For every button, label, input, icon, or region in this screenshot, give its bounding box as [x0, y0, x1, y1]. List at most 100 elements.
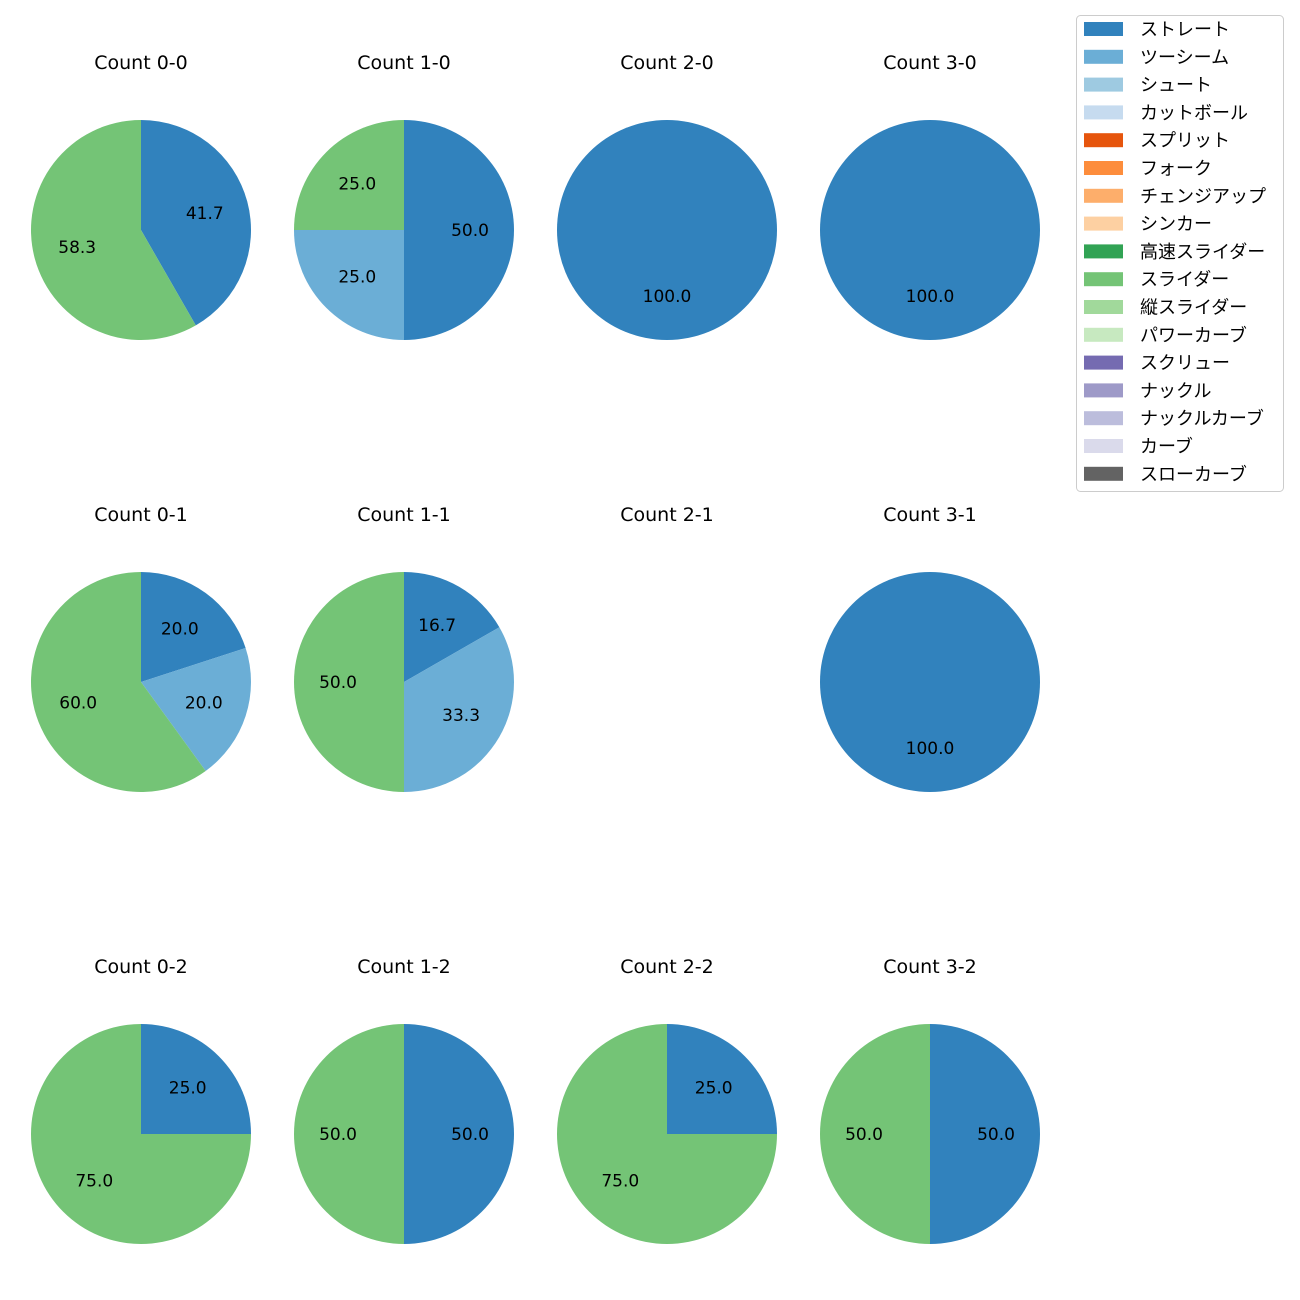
- pie-slice: [404, 120, 514, 340]
- pie-slice: [31, 1024, 251, 1244]
- pie-slice-label: 25.0: [695, 1078, 733, 1098]
- legend-swatch: [1084, 466, 1123, 481]
- pie-slice-label: 100.0: [906, 739, 955, 759]
- legend-swatch: [1084, 22, 1123, 36]
- pie-slice-label: 100.0: [906, 287, 955, 307]
- pie-slice: [557, 120, 777, 340]
- pie-panel: Count 3-2 50.0 50.0: [820, 956, 1040, 1244]
- pie-slice-label: 20.0: [185, 693, 223, 713]
- pie-title: Count 1-1: [357, 504, 451, 526]
- pie-slice-label: 25.0: [169, 1078, 207, 1098]
- legend-label: 縦スライダー: [1140, 298, 1247, 319]
- pie-slice: [820, 120, 1040, 340]
- legend-label: 高速スライダー: [1140, 242, 1265, 263]
- legend-frame: [1076, 15, 1284, 492]
- pie-slice: [294, 120, 404, 230]
- pie-panel: Count 2-2 25.0 75.0: [557, 956, 777, 1244]
- pie-slice: [404, 627, 515, 792]
- pie-panel: Count 2-1: [620, 504, 714, 526]
- pie-slice: [141, 572, 246, 682]
- legend-label: パワーカーブ: [1140, 324, 1247, 346]
- legend-swatch: [1084, 216, 1123, 231]
- legend: ストレートツーシームシュートカットボールスプリットフォークチェンジアップシンカー…: [1076, 15, 1284, 492]
- pie-slice: [31, 120, 196, 340]
- pie-panel: Count 3-1 100.0: [820, 504, 1040, 792]
- legend-label: カットボール: [1140, 103, 1248, 124]
- pie-panel: Count 3-0 100.0: [820, 52, 1040, 340]
- pie-slice-label: 50.0: [451, 221, 489, 241]
- pie-panel: Count 0-0 41.7 58.3: [31, 52, 252, 340]
- pie-panel: Count 0-2 25.0 75.0: [31, 956, 251, 1244]
- pie-slice-label: 25.0: [338, 174, 376, 194]
- legend-swatch: [1084, 133, 1123, 148]
- pie-panel: Count 1-1 16.7 33.3 50.0: [294, 504, 515, 792]
- legend-label: ナックル: [1140, 381, 1211, 402]
- legend-swatch: [1084, 188, 1123, 203]
- legend-label: シュート: [1140, 75, 1212, 96]
- pie-slice: [294, 1024, 404, 1244]
- pie-title: Count 0-0: [94, 52, 188, 74]
- pie-slice-label: 20.0: [161, 620, 199, 640]
- pie-slice: [820, 1024, 930, 1244]
- legend-label: チェンジアップ: [1140, 186, 1266, 207]
- legend-swatch: [1084, 383, 1123, 398]
- legend-swatch: [1084, 300, 1123, 314]
- pie-slice-label: 58.3: [58, 238, 96, 258]
- pie-slice-label: 100.0: [643, 287, 692, 307]
- pie-slice-label: 25.0: [338, 268, 376, 288]
- pie-slice-label: 50.0: [845, 1125, 883, 1145]
- legend-label: スライダー: [1140, 270, 1229, 291]
- legend-label: シンカー: [1140, 214, 1212, 235]
- pie-title: Count 3-1: [883, 504, 977, 526]
- pie-title: Count 1-0: [357, 52, 451, 74]
- pie-slice: [820, 572, 1040, 792]
- pie-slice-label: 60.0: [59, 693, 97, 713]
- legend-swatch: [1084, 244, 1123, 259]
- pie-panel: Count 1-0 50.0 25.0 25.0: [294, 52, 514, 340]
- pie-title: Count 3-0: [883, 52, 977, 74]
- legend-label: スローカーブ: [1140, 463, 1247, 485]
- legend-label: スクリュー: [1140, 353, 1230, 374]
- pie-title: Count 0-1: [94, 504, 188, 526]
- legend-swatch: [1084, 327, 1123, 342]
- pie-slice: [557, 1024, 777, 1244]
- legend-label: スプリット: [1140, 131, 1230, 152]
- pie-slice: [31, 572, 206, 792]
- pie-slice-label: 33.3: [442, 706, 480, 726]
- pie-title: Count 2-2: [620, 956, 714, 978]
- pie-slice-label: 41.7: [186, 204, 224, 224]
- pie-slice-label: 50.0: [319, 1125, 357, 1145]
- pie-slice-label: 50.0: [977, 1125, 1015, 1145]
- pie-title: Count 1-2: [357, 956, 451, 978]
- pie-slice: [294, 572, 404, 792]
- legend-label: ナックルカーブ: [1140, 408, 1264, 430]
- pie-slice-label: 75.0: [601, 1172, 639, 1192]
- pie-slice-label: 16.7: [418, 616, 456, 636]
- pie-slice: [141, 648, 252, 771]
- legend-label: フォーク: [1140, 159, 1212, 180]
- pie-slice: [404, 1024, 514, 1244]
- legend-swatch: [1084, 355, 1123, 370]
- legend-swatch: [1084, 105, 1123, 120]
- legend-swatch: [1084, 49, 1123, 64]
- pie-slice: [141, 1024, 251, 1134]
- legend-label: ストレート: [1140, 20, 1230, 41]
- pie-slice: [141, 120, 252, 326]
- legend-swatch: [1084, 411, 1123, 426]
- legend-swatch: [1084, 161, 1123, 175]
- legend-swatch: [1084, 439, 1123, 453]
- pie-title: Count 2-0: [620, 52, 714, 74]
- legend-label: ツーシーム: [1140, 47, 1229, 68]
- pie-slice-label: 50.0: [451, 1125, 489, 1145]
- pie-slice-label: 50.0: [319, 673, 357, 693]
- pie-slice: [930, 1024, 1040, 1244]
- legend-swatch: [1084, 77, 1123, 92]
- pie-title: Count 0-2: [94, 956, 188, 978]
- pie-slice: [404, 572, 500, 682]
- legend-swatch: [1084, 272, 1123, 287]
- pie-title: Count 2-1: [620, 504, 714, 526]
- pie-panel: Count 1-2 50.0 50.0: [294, 956, 514, 1244]
- pie-panel: Count 2-0 100.0: [557, 52, 777, 340]
- pie-title: Count 3-2: [883, 956, 977, 978]
